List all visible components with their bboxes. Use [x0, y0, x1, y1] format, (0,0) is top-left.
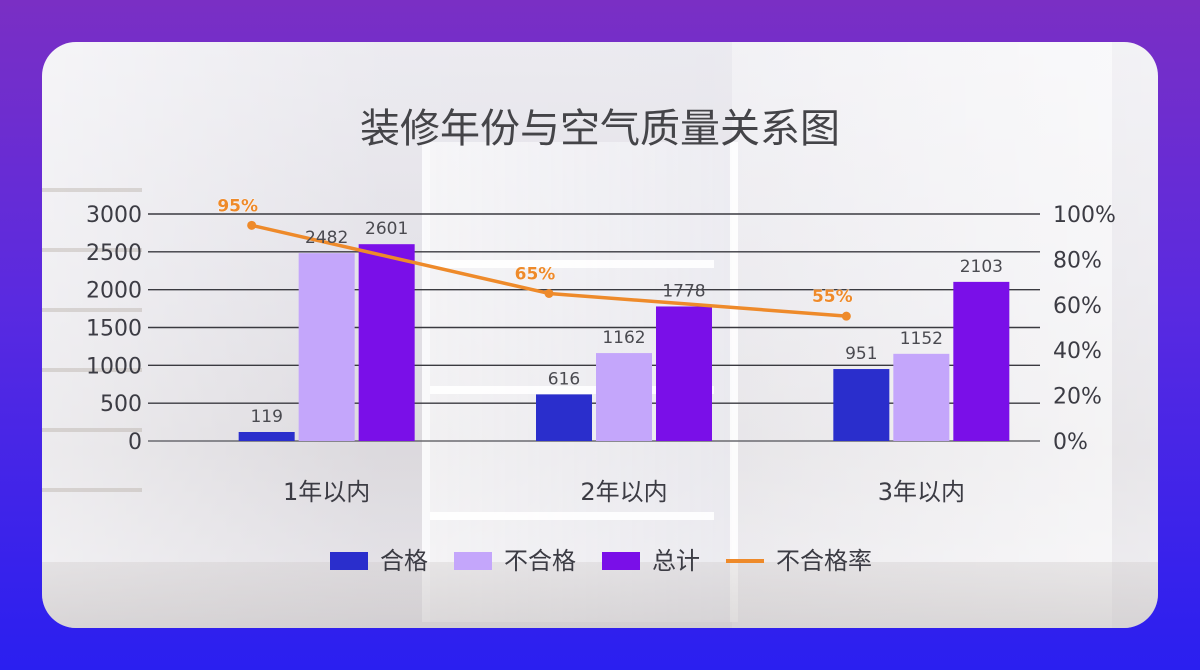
y-left-tick-label: 2500	[86, 241, 142, 266]
y-right-tick-label: 40%	[1053, 339, 1102, 364]
bar-value-label: 1778	[662, 281, 705, 301]
y-left-tick-label: 1500	[86, 317, 142, 342]
bar	[358, 244, 415, 441]
data-labels: 119 2482 2601 616 1162 1778 951 1152 2103 95% 65% 5…	[217, 196, 1003, 427]
y-left-tick-label: 3000	[86, 203, 142, 228]
bar	[953, 281, 1010, 441]
bar-value-label: 616	[548, 369, 580, 389]
y-right-tick-label: 100%	[1053, 203, 1116, 228]
rate-line	[247, 220, 851, 321]
chart-title: 装修年份与空气质量关系图	[360, 106, 840, 152]
y-axis-left: 0 500 1000 1500 2000 2500 3000	[86, 203, 142, 455]
legend: 合格 不合格 总计 不合格率	[330, 547, 872, 575]
x-category-label: 1年以内	[283, 478, 370, 506]
bar	[238, 431, 295, 441]
x-category-label: 3年以内	[878, 478, 965, 506]
legend-swatch	[454, 552, 492, 570]
rate-value-label: 65%	[515, 264, 556, 284]
bar	[298, 253, 355, 441]
rate-point	[544, 288, 554, 298]
bar-value-label: 1152	[900, 329, 943, 349]
bar	[833, 369, 890, 441]
gridlines	[148, 213, 1040, 442]
bar-value-label: 2103	[960, 257, 1003, 277]
y-axis-right: 0% 20% 40% 60% 80% 100%	[1053, 203, 1116, 455]
rate-value-label: 55%	[812, 287, 853, 307]
legend-label: 合格	[380, 547, 428, 575]
legend-label: 不合格	[504, 547, 576, 575]
rate-point	[841, 311, 851, 321]
bar	[893, 353, 950, 441]
bar-value-label: 951	[845, 344, 877, 364]
bar-value-label: 119	[250, 407, 282, 427]
rate-value-label: 95%	[217, 196, 258, 216]
y-right-tick-label: 20%	[1053, 385, 1102, 410]
bar-value-label: 2601	[365, 219, 408, 239]
legend-label: 总计	[652, 547, 700, 575]
x-axis: 1年以内 2年以内 3年以内	[283, 478, 965, 506]
y-left-tick-label: 1000	[86, 354, 142, 379]
bars	[238, 244, 1010, 441]
legend-swatch	[330, 552, 368, 570]
y-left-tick-label: 0	[128, 430, 142, 455]
y-left-tick-label: 2000	[86, 279, 142, 304]
bar-value-label: 2482	[305, 228, 348, 248]
rate-point	[247, 220, 257, 230]
y-right-tick-label: 60%	[1053, 294, 1102, 319]
legend-label: 不合格率	[776, 547, 872, 575]
legend-swatch	[602, 552, 640, 570]
y-right-tick-label: 0%	[1053, 430, 1088, 455]
bar-value-label: 1162	[602, 328, 645, 348]
bar	[596, 353, 652, 441]
x-category-label: 2年以内	[580, 478, 667, 506]
bar	[656, 306, 712, 441]
bar	[536, 394, 592, 441]
y-left-tick-label: 500	[100, 392, 142, 417]
y-right-tick-label: 80%	[1053, 248, 1102, 273]
